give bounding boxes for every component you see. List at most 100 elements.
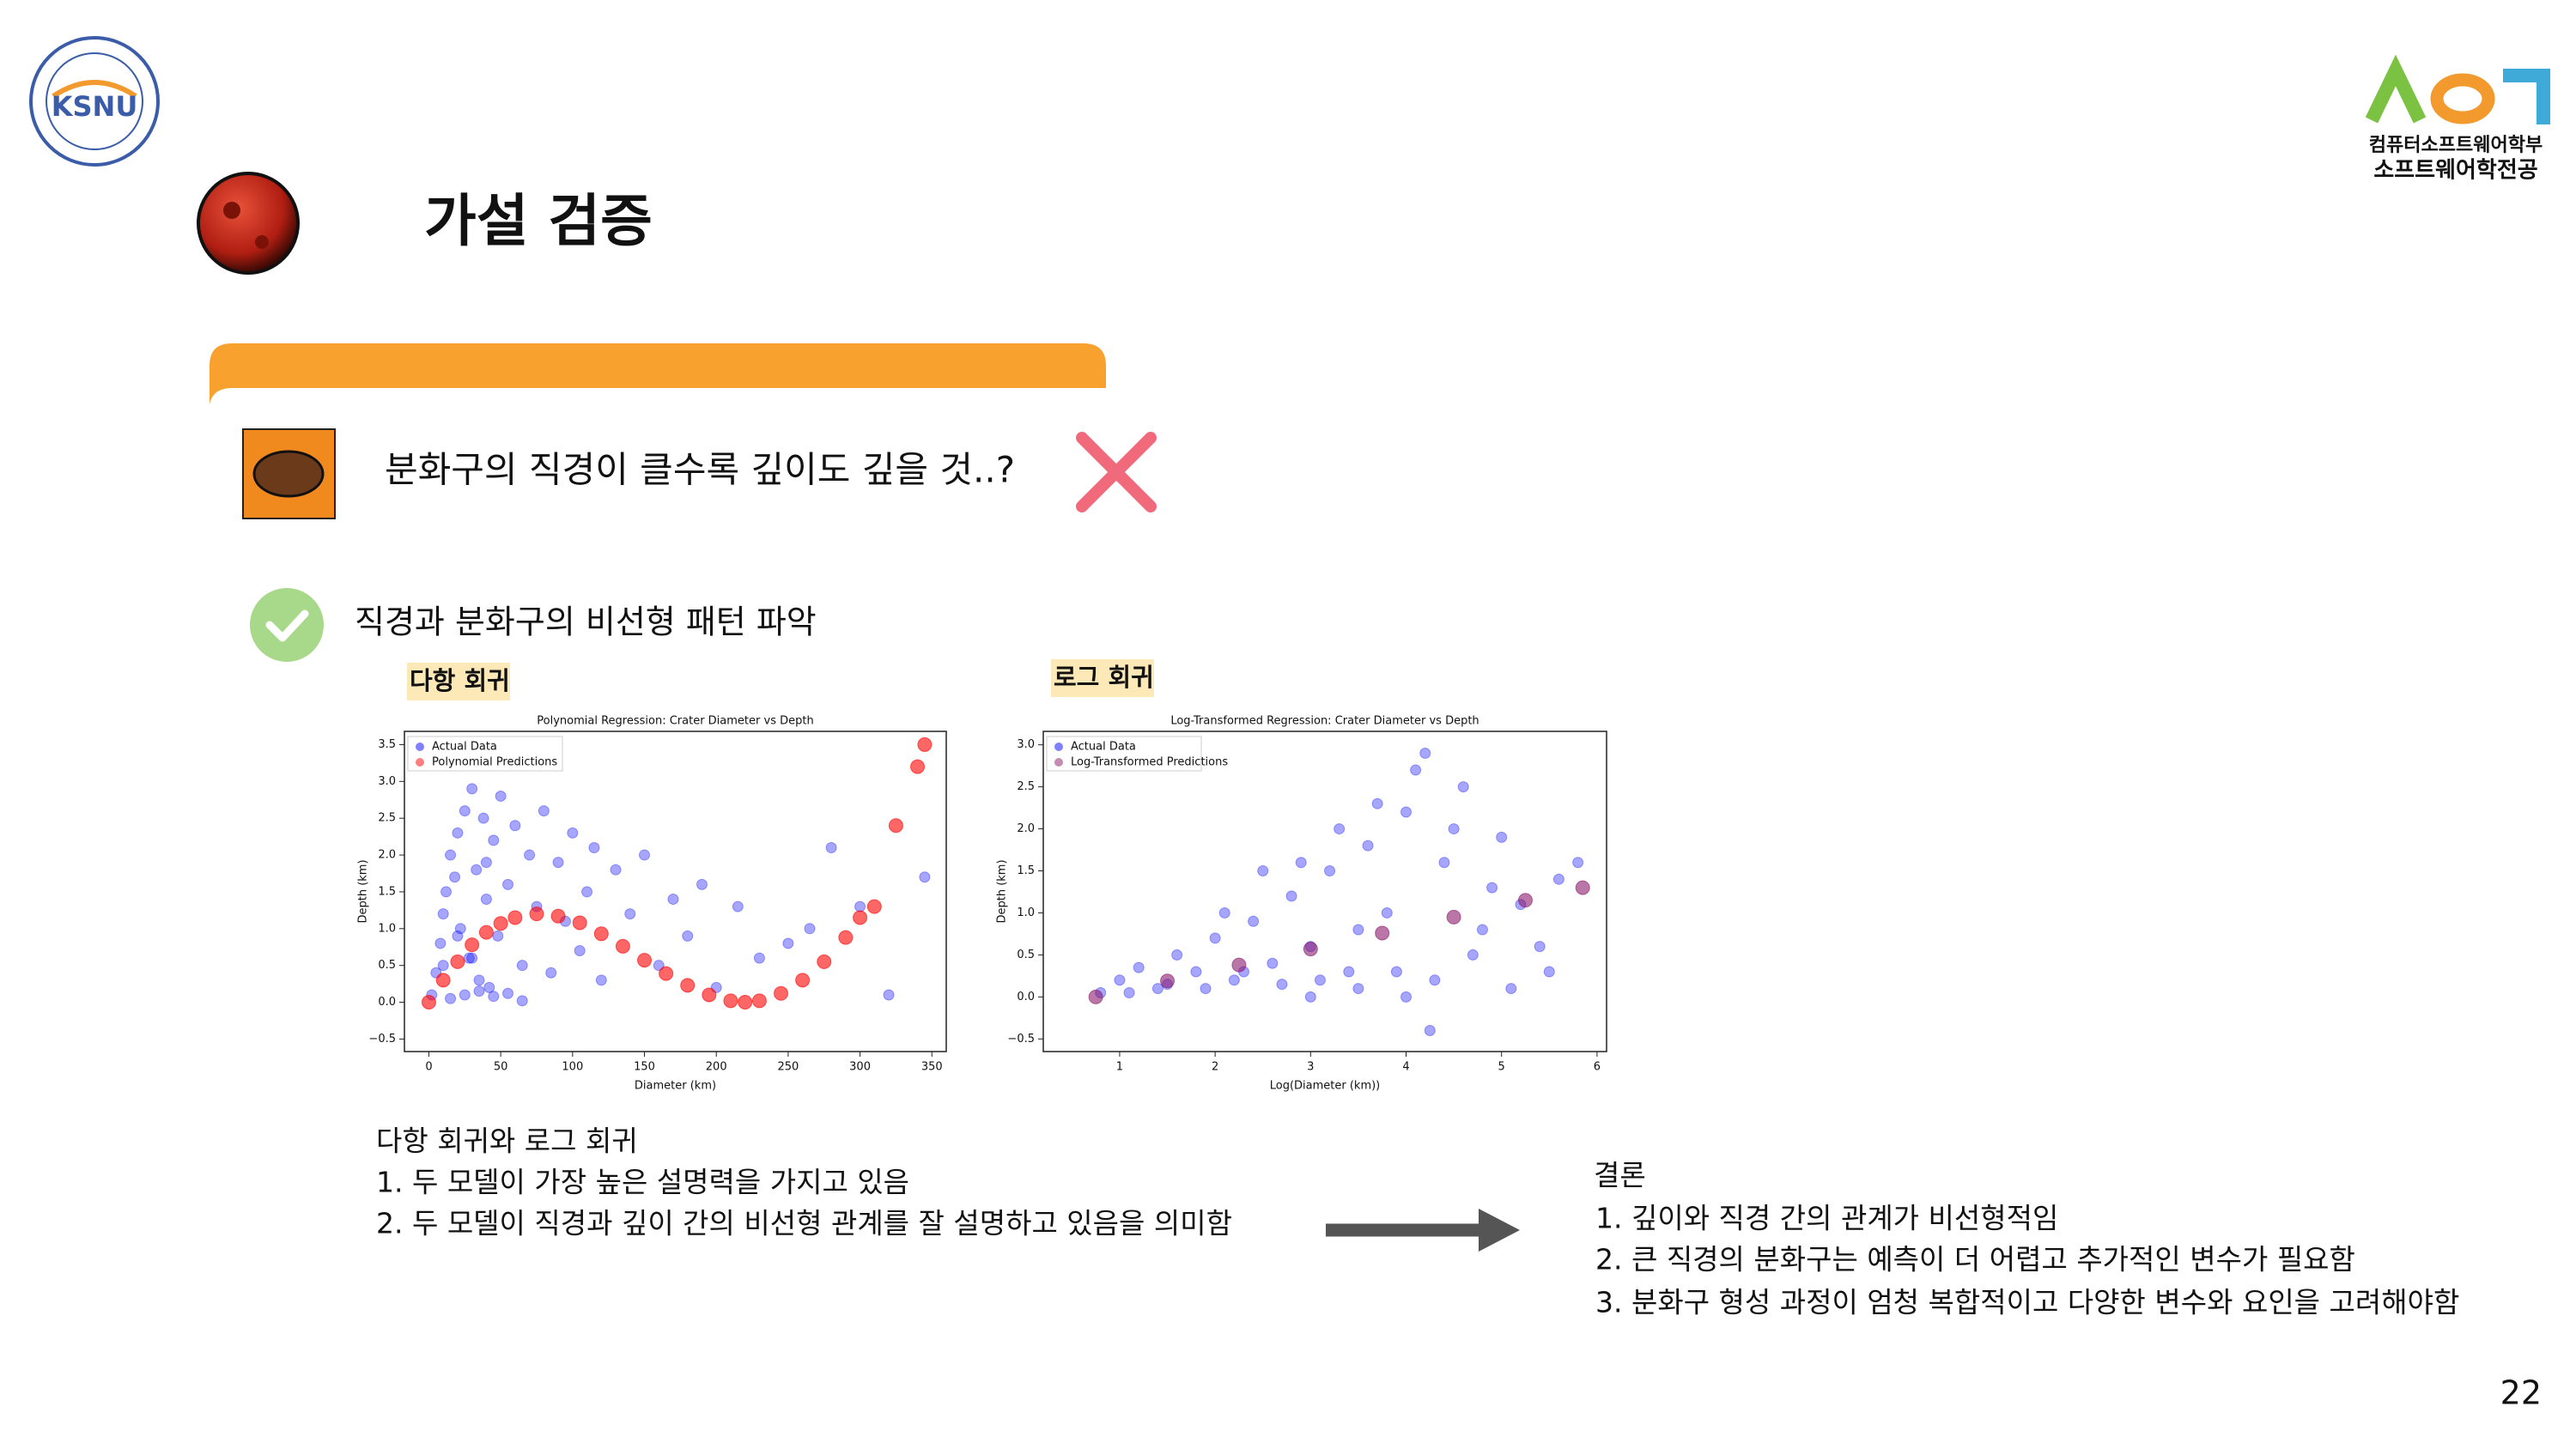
prediction-point	[738, 995, 753, 1010]
logo-arc	[52, 80, 137, 99]
y-axis-label: Depth (km)	[357, 859, 370, 923]
logo-ring	[46, 52, 143, 150]
data-point	[454, 923, 466, 935]
legend-box	[407, 736, 563, 772]
y-tick-label: 2.0	[1017, 822, 1035, 835]
data-point	[452, 930, 464, 942]
data-point	[459, 989, 471, 1001]
legend-label: Polynomial Predictions	[432, 756, 557, 769]
data-point	[1295, 857, 1307, 869]
data-point	[1572, 857, 1584, 869]
y-tick-label: 0.5	[1017, 949, 1035, 961]
prediction-point	[795, 973, 811, 988]
y-tick-label: −0.5	[368, 1033, 396, 1046]
legend-marker	[1054, 743, 1063, 751]
x-tick-label: 200	[706, 1061, 727, 1074]
data-point	[1400, 991, 1413, 1003]
data-point	[466, 783, 478, 795]
y-tick-label: 1.5	[378, 885, 396, 898]
data-point	[639, 849, 651, 861]
panel-bar	[210, 343, 1106, 404]
x-axis-label: Diameter (km)	[635, 1080, 716, 1093]
data-point	[1381, 906, 1393, 919]
hypothesis: 분화구의 직경이 클수록 깊이도 깊을 것..?	[385, 449, 1015, 491]
data-point	[588, 841, 600, 853]
prediction-point	[723, 993, 738, 1009]
plot-area	[1042, 731, 1607, 1052]
data-point	[1324, 865, 1336, 877]
data-point	[595, 974, 607, 986]
data-point	[1285, 890, 1297, 902]
crater-spot	[255, 235, 269, 249]
data-point	[753, 952, 765, 964]
data-point	[466, 952, 478, 964]
prediction-point	[1446, 909, 1461, 925]
data-point	[782, 937, 794, 949]
data-point	[854, 900, 866, 912]
y-tick-label: 0.0	[378, 996, 396, 1009]
data-point	[1267, 957, 1279, 969]
data-point	[434, 937, 447, 949]
prediction-point	[465, 937, 480, 953]
data-point	[1218, 906, 1230, 919]
x-axis-label: Log(Diameter (km))	[1270, 1080, 1381, 1093]
prediction-point	[421, 995, 436, 1010]
data-point	[574, 945, 586, 957]
prediction-point	[435, 973, 451, 988]
data-point	[480, 857, 492, 869]
x-tick-label: 0	[425, 1061, 432, 1074]
y-tick-label: 2.0	[378, 849, 396, 862]
data-point	[1257, 865, 1269, 877]
data-point	[516, 960, 528, 972]
data-point	[1151, 983, 1163, 995]
prediction-point	[1517, 893, 1533, 908]
x-tick-label: 150	[634, 1061, 655, 1074]
data-point	[696, 878, 708, 890]
prediction-point	[1160, 973, 1176, 989]
prediction-point	[493, 916, 508, 931]
data-point	[459, 805, 471, 817]
prediction-point	[1575, 880, 1590, 895]
data-point	[516, 995, 528, 1007]
y-tick-label: 1.0	[1017, 906, 1035, 919]
page-number: 22	[2500, 1374, 2542, 1412]
check-circle	[250, 588, 324, 662]
data-point	[1123, 986, 1135, 998]
logo-ring	[29, 36, 160, 167]
data-point	[545, 967, 557, 979]
chart-title: Log-Transformed Regression: Crater Diame…	[1170, 715, 1479, 728]
x-tick-label: 1	[1116, 1061, 1123, 1074]
data-point	[1419, 747, 1431, 759]
prediction-point	[529, 906, 544, 922]
data-point	[1371, 797, 1383, 809]
data-point	[1114, 974, 1126, 986]
data-point	[581, 886, 593, 898]
data-point	[483, 981, 495, 993]
y-tick-label: 3.0	[378, 775, 396, 788]
data-point	[1390, 966, 1402, 978]
prediction-point	[702, 987, 717, 1003]
chart-title: Polynomial Regression: Crater Diameter v…	[537, 715, 813, 728]
data-point	[610, 864, 622, 876]
prediction-point	[751, 993, 767, 1009]
data-point	[1424, 1025, 1436, 1037]
prediction-point	[680, 978, 696, 993]
y-tick-label: −0.5	[1007, 1033, 1035, 1046]
prediction-point	[888, 818, 903, 834]
y-tick-label: 0.0	[1017, 991, 1035, 1003]
x-tick-label: 100	[562, 1061, 583, 1074]
data-point	[1543, 966, 1555, 978]
data-point	[445, 849, 457, 861]
prediction-point	[866, 899, 882, 914]
x-tick-label: 250	[777, 1061, 799, 1074]
data-point	[449, 871, 461, 883]
data-point	[567, 827, 579, 839]
dept-line: 소프트웨어학전공	[2373, 158, 2537, 184]
chart-label: 로그 회귀	[1054, 663, 1154, 692]
data-point	[682, 930, 694, 942]
data-point	[509, 820, 521, 832]
data-point	[488, 991, 500, 1003]
prediction-point	[817, 954, 832, 969]
prediction-point	[615, 938, 630, 954]
